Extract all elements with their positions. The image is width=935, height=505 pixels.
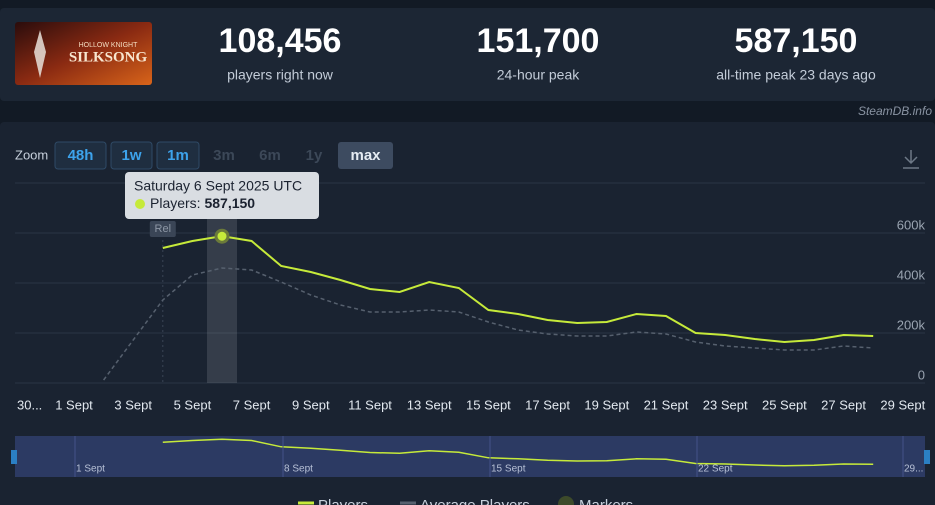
hover-point xyxy=(214,228,230,244)
image-subtitle: HOLLOW KNIGHT xyxy=(79,42,138,49)
x-tick-label: 29 Sept xyxy=(880,397,925,412)
zoom-button: 3m xyxy=(213,147,235,164)
stat-label: 24-hour peak xyxy=(497,67,581,83)
watermark: SteamDB.info xyxy=(858,104,932,118)
zoom-button[interactable]: 1m xyxy=(156,141,200,170)
zoom-button[interactable]: 1w xyxy=(110,141,153,170)
legend-label: Players xyxy=(318,497,368,505)
zoom-button: 6m xyxy=(259,147,281,164)
navigator: 1 Sept 8 Sept 15 Sept 22 Sept 29... xyxy=(11,436,930,477)
stats-panel xyxy=(0,8,935,101)
zoom-buttons: 48h 1w 1m 3m 6m 1y max xyxy=(54,141,393,170)
y-tick-label: 200k xyxy=(897,317,926,332)
x-tick-label: 21 Sept xyxy=(644,397,689,412)
legend-label: Markers xyxy=(579,497,633,505)
stat-label: all-time peak 23 days ago xyxy=(716,67,876,83)
x-tick-label: 3 Sept xyxy=(114,397,152,412)
tooltip-bg xyxy=(125,172,319,219)
button-label: max xyxy=(350,147,381,164)
navigator-bg xyxy=(15,436,925,477)
tooltip-series: Players: xyxy=(150,195,201,211)
x-tick-label: 13 Sept xyxy=(407,397,452,412)
x-tick-label: 11 Sept xyxy=(348,397,392,412)
navigator-handle[interactable] xyxy=(11,450,17,464)
x-tick-label: 1 Sept xyxy=(55,397,93,412)
x-tick-label: 23 Sept xyxy=(703,397,748,412)
navigator-line xyxy=(162,438,874,467)
x-tick-label: 19 Sept xyxy=(584,397,629,412)
button-bg xyxy=(54,141,107,170)
tooltip-dot xyxy=(135,199,145,209)
x-tick-label: 25 Sept xyxy=(762,397,807,412)
x-tick-label: 15 Sept xyxy=(466,397,511,412)
stat-value: 108,456 xyxy=(219,22,342,60)
tooltip-value: 587,150 xyxy=(204,195,255,211)
button-label: 3m xyxy=(213,147,235,164)
stat-value: 151,700 xyxy=(477,22,600,60)
stat-value: 587,150 xyxy=(735,22,858,60)
navigator-label: 15 Sept xyxy=(491,464,526,475)
button-label: 1y xyxy=(306,147,323,164)
x-tick-label: 9 Sept xyxy=(292,397,330,412)
y-tick-label: 600k xyxy=(897,217,926,232)
navigator-label: 1 Sept xyxy=(76,464,105,475)
button-label: 1m xyxy=(167,147,189,164)
download-icon[interactable] xyxy=(903,150,919,169)
legend: Players Average Players Markers xyxy=(298,496,633,505)
x-tick-label: 27 Sept xyxy=(821,397,866,412)
x-tick-label: 5 Sept xyxy=(174,397,212,412)
button-bg xyxy=(156,141,200,170)
navigator-label: 22 Sept xyxy=(698,464,733,475)
tooltip-label: Players: 587,150 xyxy=(150,195,255,211)
button-bg xyxy=(110,141,153,170)
plot-area: 0 200k 400k 600k 30... 1 Sept 3 Sept 5 Sept 7 Se… xyxy=(15,172,926,412)
navigator-label: 29... xyxy=(904,464,923,475)
image-figure xyxy=(34,30,46,78)
game-image[interactable] xyxy=(15,22,152,85)
tooltip-title: Saturday 6 Sept 2025 UTC xyxy=(134,178,302,194)
button-label: 6m xyxy=(259,147,281,164)
players-line xyxy=(162,235,874,344)
button-label: 1w xyxy=(121,147,141,164)
button-bg xyxy=(338,142,393,169)
x-tick-label: 17 Sept xyxy=(525,397,570,412)
button-label: 48h xyxy=(68,147,94,164)
navigator-handle[interactable] xyxy=(924,450,930,464)
legend-swatch xyxy=(558,496,574,505)
zoom-button[interactable]: max xyxy=(338,142,393,169)
stat-label: players right now xyxy=(227,67,334,83)
average-line xyxy=(102,267,874,381)
zoom-button: 1y xyxy=(306,147,323,164)
stats: 108,456 players right now 151,700 24-hour p… xyxy=(219,22,876,83)
navigator-label: 8 Sept xyxy=(284,464,313,475)
image-title: SILKSONG xyxy=(69,49,148,65)
y-tick-label: 0 xyxy=(918,367,925,382)
legend-label: Average Players xyxy=(420,497,530,505)
x-tick-label: 30... xyxy=(17,397,42,412)
marker-label: Rel xyxy=(155,223,172,235)
zoom-button[interactable]: 48h xyxy=(54,141,107,170)
y-tick-label: 400k xyxy=(897,267,926,282)
zoom-label: Zoom xyxy=(15,147,48,162)
marker-flag xyxy=(149,221,176,237)
x-tick-label: 7 Sept xyxy=(233,397,271,412)
